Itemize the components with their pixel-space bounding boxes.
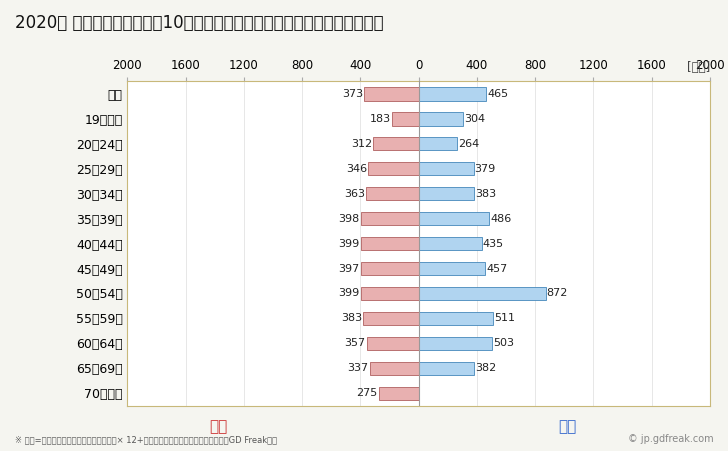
Text: 382: 382 xyxy=(475,364,496,373)
Text: 264: 264 xyxy=(458,138,479,149)
Text: 435: 435 xyxy=(483,239,504,249)
Bar xyxy=(419,162,474,175)
Bar xyxy=(368,162,419,175)
Bar xyxy=(379,387,419,400)
Text: 379: 379 xyxy=(475,164,496,174)
Bar xyxy=(419,262,485,276)
Text: 275: 275 xyxy=(357,388,378,398)
Bar xyxy=(419,237,482,250)
Text: 399: 399 xyxy=(339,239,360,249)
Text: 398: 398 xyxy=(339,214,360,224)
Text: 363: 363 xyxy=(344,189,365,198)
Text: 397: 397 xyxy=(339,263,360,273)
Text: 304: 304 xyxy=(464,114,485,124)
Text: 465: 465 xyxy=(487,89,508,99)
Text: © jp.gdfreak.com: © jp.gdfreak.com xyxy=(628,434,713,444)
Text: 183: 183 xyxy=(370,114,391,124)
Bar xyxy=(419,187,475,200)
Bar xyxy=(419,87,486,101)
Text: 312: 312 xyxy=(351,138,372,149)
Text: ※ 年収=「きまって支給する現金給与額」× 12+「年間賞与その他特別給与額」としてGD Freak推計: ※ 年収=「きまって支給する現金給与額」× 12+「年間賞与その他特別給与額」と… xyxy=(15,435,277,444)
Text: 女性: 女性 xyxy=(209,419,228,434)
Bar xyxy=(365,187,419,200)
Bar xyxy=(367,336,419,350)
Bar xyxy=(419,287,545,300)
Text: 503: 503 xyxy=(493,338,514,349)
Bar xyxy=(419,212,489,226)
Text: 511: 511 xyxy=(494,313,515,323)
Text: 486: 486 xyxy=(490,214,512,224)
Text: 2020年 民間企業（従業者数10人以上）フルタイム労働者の男女別平均年収: 2020年 民間企業（従業者数10人以上）フルタイム労働者の男女別平均年収 xyxy=(15,14,383,32)
Bar xyxy=(392,112,419,125)
Text: 383: 383 xyxy=(475,189,496,198)
Text: 373: 373 xyxy=(342,89,363,99)
Bar xyxy=(364,87,419,101)
Text: 383: 383 xyxy=(341,313,362,323)
Text: [万円]: [万円] xyxy=(687,61,710,74)
Bar xyxy=(373,137,419,151)
Text: 337: 337 xyxy=(347,364,368,373)
Bar xyxy=(419,362,474,375)
Bar xyxy=(361,262,419,276)
Bar xyxy=(419,137,457,151)
Bar xyxy=(363,312,419,325)
Bar xyxy=(360,212,419,226)
Text: 872: 872 xyxy=(547,289,568,299)
Text: 457: 457 xyxy=(486,263,507,273)
Bar xyxy=(419,312,493,325)
Bar xyxy=(360,237,419,250)
Bar xyxy=(360,287,419,300)
Text: 346: 346 xyxy=(347,164,368,174)
Text: 399: 399 xyxy=(339,289,360,299)
Bar xyxy=(419,112,463,125)
Bar xyxy=(419,336,492,350)
Text: 男性: 男性 xyxy=(558,419,577,434)
Bar xyxy=(370,362,419,375)
Text: 357: 357 xyxy=(344,338,365,349)
